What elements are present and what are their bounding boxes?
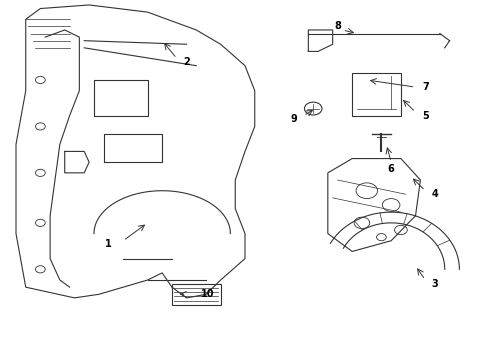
Text: 10: 10 [201, 289, 215, 299]
Text: 1: 1 [105, 239, 112, 249]
Bar [172, 284, 220, 305]
Text: 2: 2 [183, 57, 190, 67]
Text: 3: 3 [432, 279, 439, 289]
Text: 4: 4 [432, 189, 439, 199]
Text: 5: 5 [422, 111, 429, 121]
Text: 9: 9 [291, 114, 297, 124]
Bar [352, 73, 401, 116]
Text: 7: 7 [422, 82, 429, 92]
Text: 8: 8 [334, 21, 341, 31]
Text: 6: 6 [388, 164, 394, 174]
